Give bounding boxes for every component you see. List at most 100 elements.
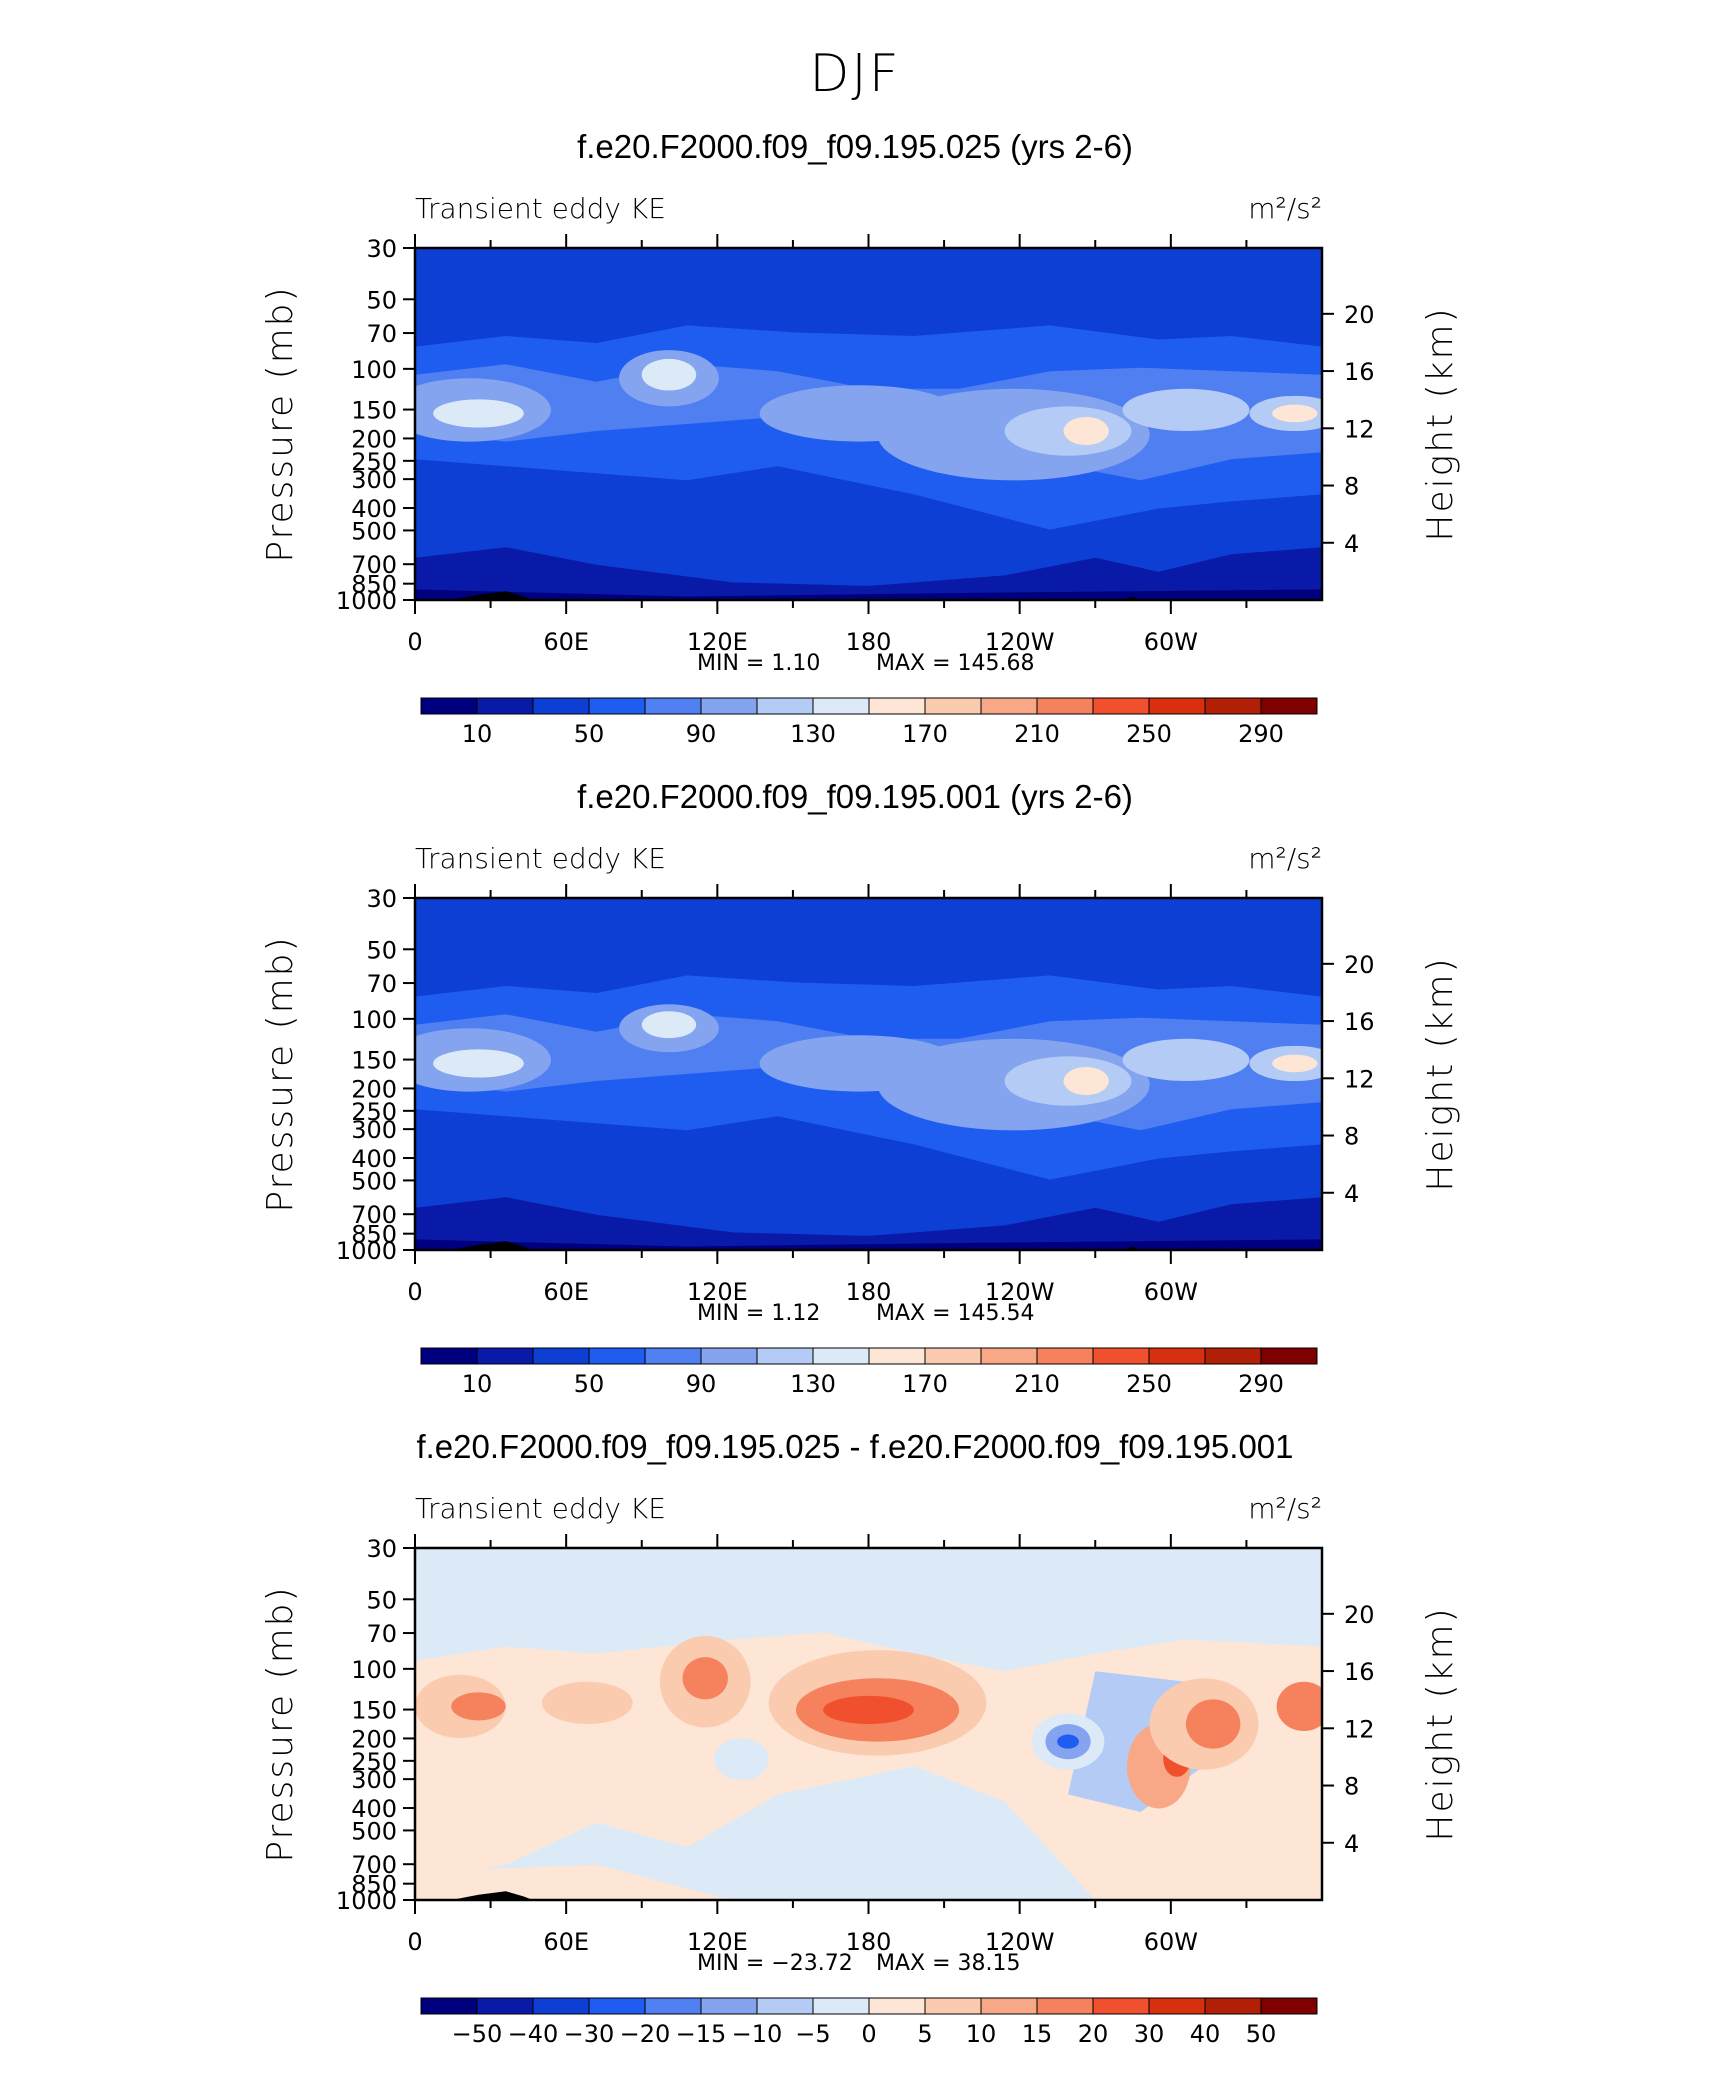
difference-chart: Transient eddy KE m²/s²305070100150200250… [260, 1492, 1461, 2048]
lon-tick-label: 180 [846, 1278, 892, 1306]
height-tick-label: 20 [1344, 951, 1375, 979]
orography [451, 1241, 533, 1250]
colorbar-label: 250 [1126, 1370, 1172, 1398]
colorbar-label: −10 [732, 2020, 783, 2048]
colorbar-swatch [756, 697, 814, 715]
colorbar-label: 170 [902, 720, 948, 748]
positive-region [415, 1864, 733, 1900]
jet-max [641, 1011, 697, 1039]
pressure-tick-label: 500 [351, 1167, 397, 1195]
colorbar-label: −20 [620, 2020, 671, 2048]
pressure-tick-label: 850 [351, 571, 397, 599]
colorbar-label: −50 [452, 2020, 503, 2048]
colorbar-swatch [1204, 697, 1262, 715]
pressure-tick-label: 700 [351, 551, 397, 579]
lon-tick-label: 120W [985, 628, 1055, 656]
colorbar-label: −15 [676, 2020, 727, 2048]
main-title: DJF [809, 44, 901, 104]
colorbar-swatch [980, 697, 1038, 715]
pressure-tick-label: 30 [366, 1535, 397, 1563]
panel-experiment: f.e20.F2000.f09_f09.195.001 (yrs 2-6) Tr… [0, 778, 1710, 1438]
pressure-tick-label: 50 [366, 286, 397, 314]
pressure-tick-label: 200 [351, 1075, 397, 1103]
colorbar-swatch [1148, 1347, 1206, 1365]
pressure-tick-label: 400 [351, 1795, 397, 1823]
colorbar-swatch [420, 1347, 478, 1365]
surface-layer [415, 1239, 1322, 1250]
colorbar-label: 90 [686, 1370, 717, 1398]
panel-title: f.e20.F2000.f09_f09.195.001 (yrs 2-6) [577, 778, 1133, 815]
pressure-tick-label: 1000 [336, 1887, 397, 1915]
positive-max [541, 1681, 633, 1724]
pressure-tick-label: 100 [351, 1656, 397, 1684]
lon-tick-label: 120E [687, 1278, 748, 1306]
pressure-tick-label: 300 [351, 1766, 397, 1794]
height-tick-label: 20 [1344, 301, 1375, 329]
pressure-tick-label: 700 [351, 1851, 397, 1879]
colorbar-swatch [588, 1997, 646, 2015]
pressure-tick-label: 250 [351, 1748, 397, 1776]
colorbar-swatch [1204, 1997, 1262, 2015]
pressure-tick-label: 150 [351, 397, 397, 425]
colorbar-swatch [1260, 697, 1318, 715]
colorbar-swatch [476, 697, 534, 715]
height-tick-label: 12 [1344, 1065, 1375, 1093]
surface-layer [415, 589, 1322, 600]
colorbar-swatch [812, 1347, 870, 1365]
lon-tick-label: 60E [543, 628, 589, 656]
colorbar-swatch [476, 1997, 534, 2015]
height-tick-label: 20 [1344, 1601, 1375, 1629]
lon-tick-label: 0 [407, 1928, 422, 1956]
left-label: Transient eddy KE [415, 1492, 666, 1525]
positive-max [682, 1657, 728, 1700]
height-tick-label: 4 [1344, 530, 1359, 558]
lon-tick-label: 60E [543, 1928, 589, 1956]
jet-max [1063, 1066, 1109, 1096]
colorbar-swatch [644, 697, 702, 715]
pressure-tick-label: 50 [366, 1586, 397, 1614]
pressure-tick-label: 200 [351, 425, 397, 453]
lon-tick-label: 60W [1144, 1278, 1198, 1306]
left-label: Transient eddy KE [415, 842, 666, 875]
units-label: m²/s² [1248, 842, 1322, 875]
colorbar-swatch [700, 1997, 758, 2015]
lower-troposphere [415, 547, 1322, 600]
lon-tick-label: 180 [846, 1928, 892, 1956]
pressure-tick-label: 100 [351, 356, 397, 384]
positive-max [1276, 1681, 1322, 1732]
height-tick-label: 8 [1344, 1123, 1359, 1151]
orography [451, 591, 533, 600]
jet-max [641, 358, 697, 391]
height-tick-label: 16 [1344, 1658, 1375, 1686]
pressure-tick-label: 400 [351, 1145, 397, 1173]
max-stat: MAX = 145.54 [876, 1301, 1035, 1326]
colorbar-label: 50 [1246, 2020, 1277, 2048]
pressure-tick-label: 70 [366, 1620, 397, 1648]
colorbar-swatch [980, 1347, 1038, 1365]
colorbar-swatch [1036, 697, 1094, 715]
max-stat: MAX = 145.68 [876, 651, 1035, 676]
colorbar-swatch [1036, 1347, 1094, 1365]
colorbar-label: 20 [1078, 2020, 1109, 2048]
pressure-tick-label: 30 [366, 235, 397, 263]
negative-max [1057, 1734, 1079, 1749]
transient-eddy-ke-chart: Transient eddy KE m²/s²305070100150200250… [260, 192, 1461, 748]
lon-tick-label: 120W [985, 1278, 1055, 1306]
contour-field [415, 248, 1322, 600]
colorbar-swatch [924, 1347, 982, 1365]
colorbar-label: 170 [902, 1370, 948, 1398]
colorbar-swatch [700, 697, 758, 715]
colorbar-label: 30 [1134, 2020, 1165, 2048]
jet-max [1272, 404, 1318, 423]
colorbar-label: 290 [1238, 1370, 1284, 1398]
y2-axis-title: Height (km) [1420, 956, 1461, 1191]
panel-title: f.e20.F2000.f09_f09.195.025 (yrs 2-6) [577, 128, 1133, 165]
colorbar-swatch [868, 1997, 926, 2015]
pressure-tick-label: 1000 [336, 1237, 397, 1265]
pressure-tick-label: 70 [366, 320, 397, 348]
height-tick-label: 16 [1344, 1008, 1375, 1036]
jet-max [1122, 1038, 1250, 1082]
jet-max [433, 1049, 524, 1078]
positive-max [451, 1692, 506, 1721]
colorbar-label: 10 [462, 720, 493, 748]
